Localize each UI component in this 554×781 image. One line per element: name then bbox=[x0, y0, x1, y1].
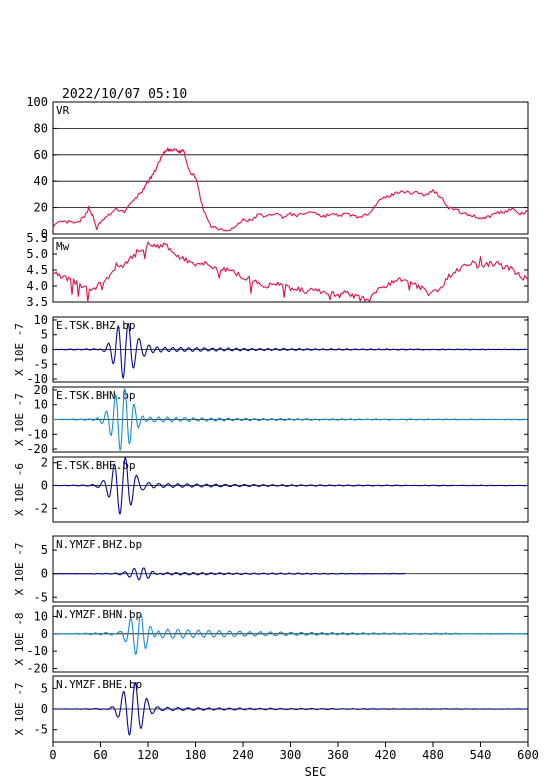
x-tick-label: 420 bbox=[375, 748, 397, 762]
x-tick-label: 600 bbox=[517, 748, 539, 762]
y-tick-label: -20 bbox=[26, 662, 48, 676]
y-tick-label: 40 bbox=[34, 174, 48, 188]
y-tick-label: 5.5 bbox=[26, 231, 48, 245]
panel-title: Mw bbox=[56, 240, 70, 253]
x-tick-label: 480 bbox=[422, 748, 444, 762]
y-tick-label: 4.5 bbox=[26, 263, 48, 277]
y-tick-label: -10 bbox=[26, 644, 48, 658]
y-tick-label: 60 bbox=[34, 148, 48, 162]
panel-ymzf_bhe: 5 0 -5 N.YMZF.BHE.bp X 10E -7 bbox=[13, 675, 529, 743]
panel-tsk_bhe: 20-2E.TSK.BHE.bpX 10E -6 bbox=[13, 456, 529, 523]
series-line-vr bbox=[52, 147, 529, 232]
x-tick-label: 300 bbox=[280, 748, 302, 762]
y-tick-label: 5 bbox=[41, 543, 48, 557]
series-line-tsk_bhz bbox=[52, 322, 528, 379]
y-tick-label: 10 bbox=[34, 313, 48, 327]
y-tick-label: 20 bbox=[34, 201, 48, 215]
panel-frame bbox=[52, 535, 529, 603]
unit-label: X 10E -8 bbox=[13, 613, 26, 666]
panel-title: E.TSK.BHN.bp bbox=[56, 389, 135, 402]
y-tick-label: 2 bbox=[41, 456, 48, 470]
y-tick-label: 0 bbox=[41, 227, 48, 241]
y-tick-label: -2 bbox=[34, 501, 48, 515]
unit-label: X 10E -7 bbox=[13, 393, 26, 446]
y-tick-label: 0 bbox=[41, 343, 48, 357]
panel-ymzf_bhn: 10 0 -10 -20 N.YMZF.BHN.bp X 10E -8 bbox=[13, 605, 529, 676]
series-line-ymzf_bhn bbox=[52, 613, 528, 656]
y-tick-label: -5 bbox=[34, 357, 48, 371]
unit-label: X 10E -7 bbox=[13, 323, 26, 376]
unit-label: X 10E -7 bbox=[13, 683, 26, 736]
x-axis: 0 60 120 180 240 300 360 420 480 540 600 SEC bbox=[49, 742, 539, 779]
x-tick-label: 120 bbox=[137, 748, 159, 762]
y-tick-label: -5 bbox=[34, 590, 48, 604]
series-line-ymzf_bhz bbox=[53, 567, 406, 581]
unit-label: X 10E -7 bbox=[13, 543, 26, 596]
panel-title: N.YMZF.BHN.bp bbox=[56, 608, 142, 621]
x-tick-label: 180 bbox=[185, 748, 207, 762]
y-tick-label: 4.0 bbox=[26, 279, 48, 293]
y-tick-label: 80 bbox=[34, 121, 48, 135]
panel-mw: 5.5 5.0 4.5 4.0 3.5 Mw bbox=[26, 231, 529, 309]
y-tick-label: 0 bbox=[41, 567, 48, 581]
y-tick-label: 3.5 bbox=[26, 295, 48, 309]
y-tick-label: -10 bbox=[26, 427, 48, 441]
series-line-ymzf_bhe bbox=[52, 681, 528, 736]
y-tick-label: 100 bbox=[26, 95, 48, 109]
y-tick-label: 5 bbox=[41, 328, 48, 342]
y-tick-label: -5 bbox=[34, 723, 48, 737]
x-tick-label: 0 bbox=[49, 748, 56, 762]
panel-stack: 100806040200VR5.55.04.54.03.5Mw1050-5-10… bbox=[13, 95, 529, 743]
panel-title: N.YMZF.BHZ.bp bbox=[56, 538, 142, 551]
x-tick-label: 360 bbox=[327, 748, 349, 762]
panel-frame bbox=[52, 605, 529, 673]
series-line-mw bbox=[52, 241, 529, 303]
y-tick-label: 0 bbox=[41, 627, 48, 641]
y-tick-label: 0 bbox=[41, 479, 48, 493]
x-tick-label: 60 bbox=[93, 748, 107, 762]
y-tick-label: 0 bbox=[41, 702, 48, 716]
panel-vr: 100 80 60 40 20 0 VR bbox=[26, 95, 529, 241]
x-axis-label: SEC bbox=[305, 765, 327, 779]
datetime-header: 2022/10/07 05:10 bbox=[62, 87, 187, 102]
y-tick-label: 10 bbox=[34, 609, 48, 623]
y-tick-label: 5 bbox=[41, 681, 48, 695]
y-tick-label: 0 bbox=[41, 413, 48, 427]
series-line-tsk_bhe bbox=[52, 456, 528, 515]
panel-title: E.TSK.BHZ.bp bbox=[56, 319, 135, 332]
panel-title: N.YMZF.BHE.bp bbox=[56, 678, 142, 691]
y-tick-label: -20 bbox=[26, 442, 48, 456]
panel-frame bbox=[52, 101, 529, 235]
x-tick-label: 540 bbox=[470, 748, 492, 762]
y-tick-label: 5.0 bbox=[26, 247, 48, 261]
panel-title: VR bbox=[56, 104, 70, 117]
panel-frame bbox=[52, 456, 529, 523]
y-tick-label: -10 bbox=[26, 372, 48, 386]
y-tick-label: 10 bbox=[34, 398, 48, 412]
series-line-tsk_bhn bbox=[52, 388, 528, 451]
panel-ymzf_bhz: 5 0 -5 N.YMZF.BHZ.bp X 10E -7 bbox=[13, 535, 529, 604]
x-tick-label: 240 bbox=[232, 748, 254, 762]
y-tick-label: 20 bbox=[34, 383, 48, 397]
unit-label: X 10E -6 bbox=[13, 463, 26, 516]
